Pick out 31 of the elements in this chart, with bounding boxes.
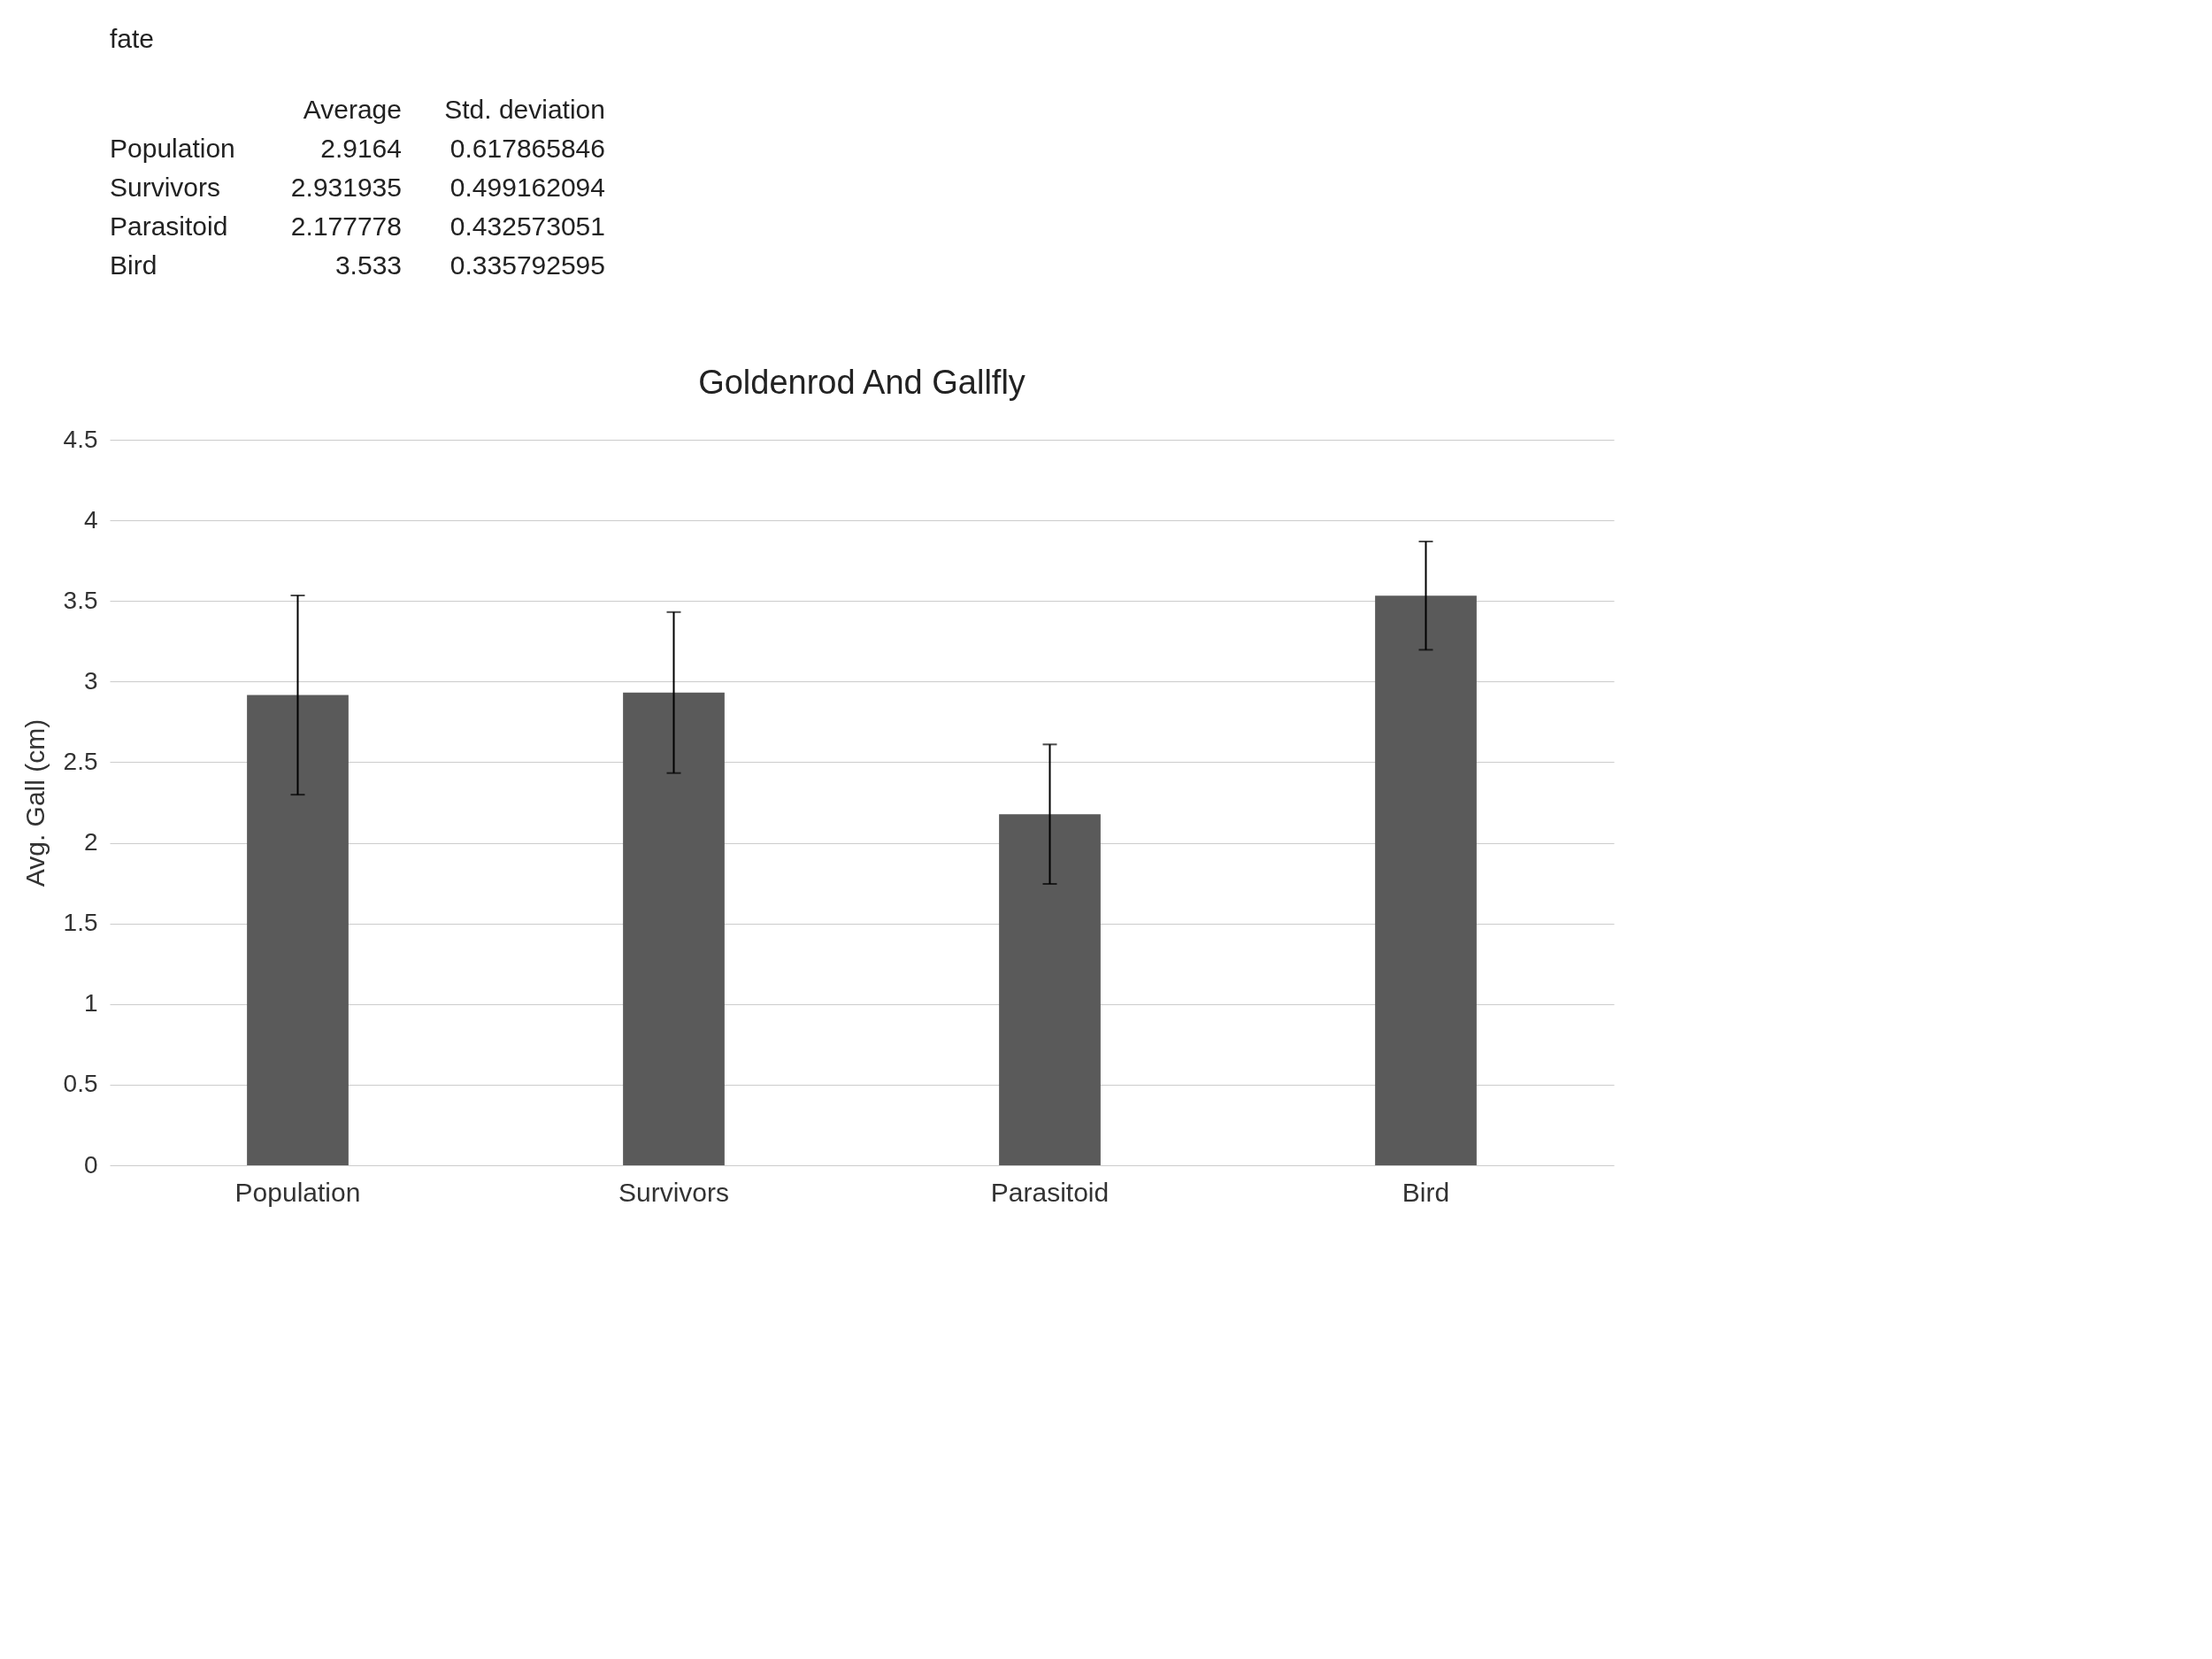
y-tick-label: 2.5 [63,747,98,775]
text: 0.432573051 [449,211,605,241]
category-label: Survivors [110,173,221,202]
text: Std. deviation [444,95,605,124]
text: 0.617865846 [449,134,605,163]
text: 2.9164 [320,134,402,163]
y-tick-label: 3.5 [63,586,98,614]
y-tick-label: 0 [83,1150,98,1179]
category-label: Bird [110,250,157,280]
text: 2.931935 [290,173,402,202]
y-tick-label: 1.5 [63,909,98,937]
y-tick-label: 4 [83,505,98,534]
y-tick-label: 3 [83,666,98,695]
y-tick-label: 1 [83,989,98,1018]
x-tick-label: Parasitoid [990,1177,1110,1207]
y-axis-title: Avg. Gall (cm) [19,718,50,887]
text: 2.177778 [290,211,402,241]
y-tick-label: 4.5 [63,425,98,453]
x-tick-label: Population [234,1177,361,1207]
text: 3.533 [334,250,402,280]
category-label: Parasitoid [110,211,228,241]
x-tick-label: Bird [1402,1177,1450,1207]
x-tick-label: Survivors [618,1177,730,1207]
text: 0.335792595 [449,250,605,280]
category-label: Population [110,134,235,163]
text: Average [303,95,402,124]
text: 0.499162094 [449,173,605,202]
y-tick-label: 0.5 [63,1070,98,1098]
y-tick-label: 2 [83,828,98,856]
text: fate [110,24,155,53]
chart-title: Goldenrod And Gallfly [698,364,1025,401]
